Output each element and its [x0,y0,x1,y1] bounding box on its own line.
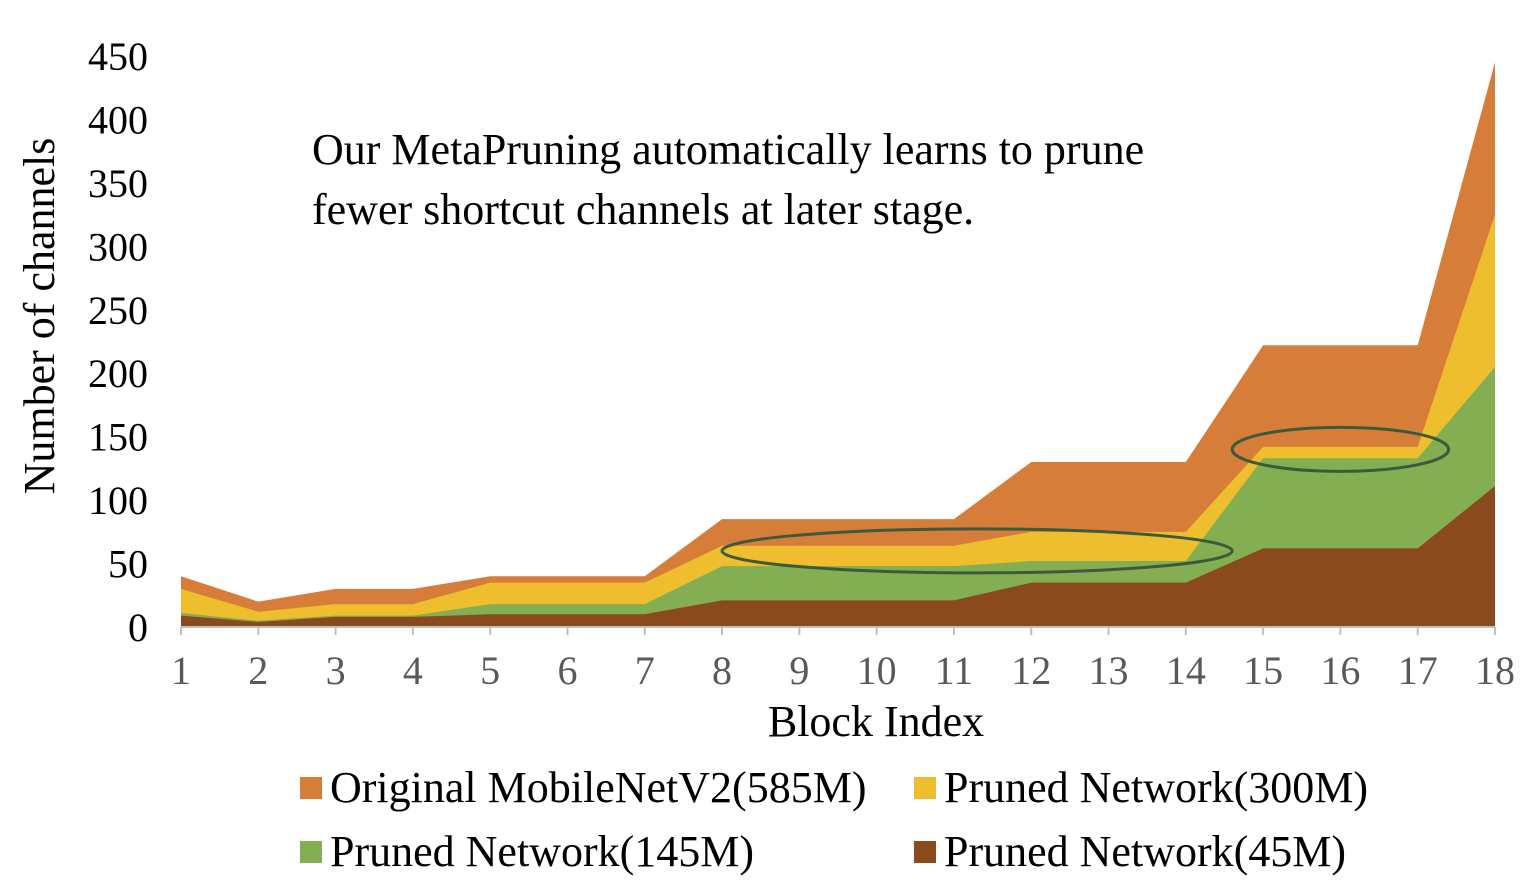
x-tick-label: 11 [935,648,974,693]
x-tick-label: 9 [789,648,809,693]
legend-swatch-145m [300,840,322,863]
x-tick-label: 5 [480,648,500,693]
x-tick-label: 12 [1011,648,1051,693]
x-tick-label: 16 [1320,648,1360,693]
area-series-0 [181,62,1495,628]
y-tick-label: 0 [128,605,148,650]
legend-item-300m: Pruned Network(300M) [914,762,1368,813]
x-tick-label: 7 [635,648,655,693]
x-tick-label: 14 [1166,648,1206,693]
x-tick-label: 8 [712,648,732,693]
annotation-line-2: fewer shortcut channels at later stage. [312,185,974,234]
x-tick-label: 18 [1475,648,1515,693]
legend-label-300m: Pruned Network(300M) [944,763,1369,812]
x-tick-label: 13 [1089,648,1129,693]
y-tick-label: 250 [88,288,148,333]
x-tick-label: 3 [326,648,346,693]
highlight-ellipses [720,425,1451,575]
y-tick-label: 100 [88,478,148,523]
area-series-2 [181,366,1495,627]
y-axis-title: Number of channels [15,138,64,495]
legend-swatch-300m [914,776,936,799]
x-tick-label: 4 [403,648,423,693]
x-tick-label: 2 [248,648,268,693]
legend-item-original: Original MobileNetV2(585M) [300,762,866,813]
y-tick-label: 450 [88,34,148,79]
y-tick-label: 200 [88,351,148,396]
legend-label-145m: Pruned Network(145M) [330,827,755,876]
legend-swatch-original [300,776,322,799]
x-tick-label: 10 [857,648,897,693]
highlight-ellipse-0 [720,527,1234,575]
y-tick-label: 400 [88,97,148,142]
legend-item-45m: Pruned Network(45M) [914,826,1346,877]
legend-label-45m: Pruned Network(45M) [944,827,1347,876]
x-tick-label: 6 [557,648,577,693]
y-tick-label: 50 [108,542,148,587]
y-tick-label: 150 [88,415,148,460]
x-tick-label: 17 [1398,648,1438,693]
highlight-ellipse-1 [1230,425,1451,473]
area-series-3 [181,486,1495,627]
x-tick-label: 1 [171,648,191,693]
y-tick-label: 350 [88,161,148,206]
legend-label-original: Original MobileNetV2(585M) [330,763,867,812]
legend-swatch-45m [914,840,936,863]
chart-areas [181,62,1495,628]
chart-axes [180,626,1496,635]
x-tick-label: 15 [1243,648,1283,693]
legend-item-145m: Pruned Network(145M) [300,826,754,877]
x-axis-title: Block Index [768,697,984,746]
annotation-line-1: Our MetaPruning automatically learns to … [312,125,1144,174]
y-tick-label: 300 [88,224,148,269]
